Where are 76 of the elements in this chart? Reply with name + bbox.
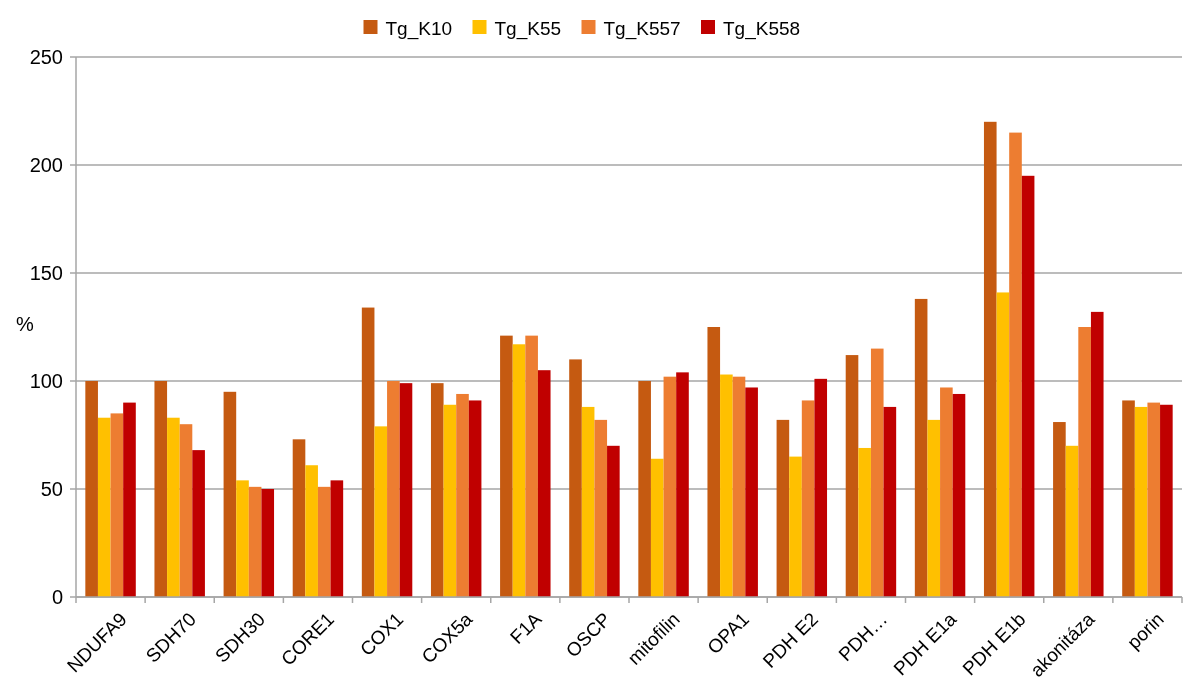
bar <box>192 450 205 597</box>
bar <box>707 327 721 597</box>
bar <box>1021 175 1035 597</box>
bar <box>537 370 551 597</box>
bar <box>569 359 582 597</box>
legend-label: Tg_K55 <box>494 17 562 40</box>
bar <box>940 387 953 597</box>
bar <box>983 121 997 597</box>
legend-label: Tg_K558 <box>723 17 801 40</box>
bar <box>676 372 689 597</box>
bar <box>456 393 469 597</box>
bar <box>1134 406 1148 597</box>
y-tick-label: 250 <box>29 46 63 68</box>
bar <box>167 417 180 597</box>
bar <box>123 402 136 597</box>
y-tick-label: 150 <box>29 262 63 284</box>
bar <box>154 381 168 597</box>
legend-label: Tg_K557 <box>603 17 681 40</box>
bar <box>789 456 802 597</box>
bar <box>1053 422 1066 597</box>
y-tick-label: 0 <box>51 586 63 608</box>
bar <box>1065 445 1079 597</box>
bar <box>110 413 124 597</box>
bar <box>883 406 897 597</box>
bar <box>248 486 262 597</box>
bar <box>927 419 941 597</box>
y-tick-label: 100 <box>29 370 63 392</box>
bar <box>607 445 620 597</box>
bar <box>236 480 249 597</box>
bar <box>1160 404 1173 597</box>
bar <box>776 419 790 597</box>
y-tick-label: 200 <box>29 154 63 176</box>
legend-label: Tg_K10 <box>385 17 453 40</box>
bar <box>468 400 482 597</box>
bar <box>399 383 413 597</box>
y-axis-title: % <box>16 313 35 335</box>
bar <box>85 381 98 597</box>
bar <box>952 393 966 597</box>
bar <box>845 355 859 597</box>
x-tick-label: F1A <box>506 608 546 648</box>
bar <box>97 417 111 597</box>
bar <box>858 447 871 597</box>
bar <box>745 387 758 597</box>
bar <box>361 307 375 597</box>
bar <box>430 383 444 597</box>
bar <box>317 486 331 597</box>
bar <box>1078 327 1091 597</box>
bar <box>525 335 538 597</box>
bar <box>1147 402 1161 597</box>
bar <box>870 348 884 597</box>
bar <box>223 391 237 597</box>
bar <box>663 376 677 597</box>
bar <box>594 419 608 597</box>
bar <box>330 480 344 597</box>
bar <box>292 439 306 597</box>
bar <box>638 381 651 597</box>
bar <box>305 465 318 597</box>
bar <box>581 406 595 597</box>
bar <box>387 381 400 597</box>
bar <box>261 489 275 597</box>
bar <box>512 344 526 597</box>
bar <box>732 376 746 597</box>
bar <box>996 292 1010 597</box>
bar <box>914 298 928 597</box>
bar <box>1009 132 1022 597</box>
bar <box>1122 400 1135 597</box>
bar <box>374 426 388 597</box>
bar <box>179 424 193 597</box>
bar <box>500 335 513 597</box>
bar <box>650 458 664 597</box>
bar <box>801 400 815 597</box>
bar <box>814 378 828 597</box>
bar <box>720 374 733 597</box>
y-tick-label: 50 <box>40 478 63 500</box>
bar <box>443 404 457 597</box>
bar <box>1090 311 1104 597</box>
